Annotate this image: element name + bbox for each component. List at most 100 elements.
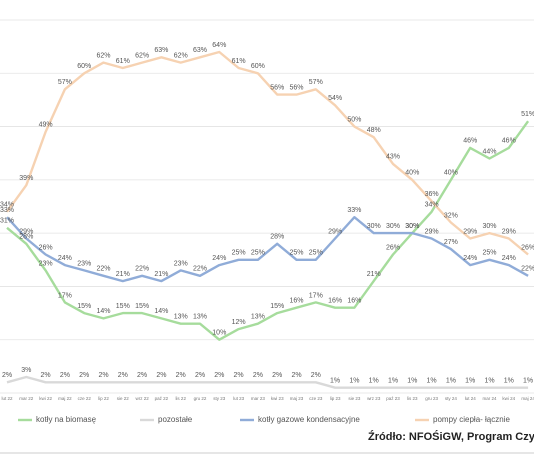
x-tick-label: lip 22: [98, 396, 109, 401]
data-label: 33%: [0, 207, 14, 214]
data-label: 48%: [367, 127, 381, 134]
data-label: 29%: [463, 228, 477, 235]
x-tick-label: paź 23: [386, 396, 400, 401]
x-tick-label: wrz 22: [135, 396, 149, 401]
data-label: 15%: [135, 303, 149, 310]
data-label: 23%: [77, 260, 91, 267]
data-label: 24%: [463, 255, 477, 262]
x-tick-label: wrz 23: [367, 396, 381, 401]
data-label: 60%: [251, 63, 265, 70]
data-label: 30%: [405, 223, 419, 230]
data-label: 26%: [521, 244, 534, 251]
data-label: 33%: [347, 207, 361, 214]
x-tick-label: gru 23: [425, 396, 438, 401]
data-label: 44%: [482, 148, 496, 155]
x-tick-label: lis 23: [407, 396, 418, 401]
data-label: 51%: [521, 111, 534, 118]
data-label: 22%: [135, 266, 149, 273]
data-label: 2%: [79, 372, 89, 379]
x-tick-label: sie 22: [117, 396, 130, 401]
data-label: 34%: [425, 202, 439, 209]
data-label: 2%: [234, 372, 244, 379]
data-label: 22%: [193, 266, 207, 273]
data-label: 1%: [504, 378, 514, 385]
data-label: 2%: [195, 372, 205, 379]
data-label: 21%: [116, 271, 130, 278]
x-tick-label: mar 22: [19, 396, 34, 401]
data-label: 2%: [156, 372, 166, 379]
data-label: 61%: [232, 58, 246, 65]
data-label: 1%: [407, 378, 417, 385]
data-label: 1%: [369, 378, 379, 385]
data-label: 2%: [98, 372, 108, 379]
data-label: 10%: [212, 330, 226, 337]
x-tick-label: lut 24: [465, 396, 477, 401]
data-label: 28%: [270, 234, 284, 241]
data-label: 29%: [19, 228, 33, 235]
data-label: 13%: [174, 314, 188, 321]
data-label: 43%: [386, 154, 400, 161]
data-label: 13%: [193, 314, 207, 321]
data-label: 46%: [463, 138, 477, 145]
data-label: 1%: [523, 378, 533, 385]
data-label: 36%: [425, 191, 439, 198]
source: Źródło: NFOŚiGW, Program Czyste: [368, 430, 534, 443]
data-label: 1%: [330, 378, 340, 385]
data-label: 62%: [96, 52, 110, 59]
legend-label: kotły gazowe kondensacyjne: [258, 415, 360, 424]
data-label: 30%: [482, 223, 496, 230]
data-label: 14%: [154, 308, 168, 315]
x-tick-label: mar 24: [482, 396, 497, 401]
data-label: 61%: [116, 58, 130, 65]
x-tick-label: lut 22: [1, 396, 13, 401]
grid: [0, 19, 534, 394]
x-tick-label: mar 23: [251, 396, 266, 401]
data-label: 17%: [58, 292, 72, 299]
data-label: 17%: [309, 292, 323, 299]
data-label: 32%: [444, 212, 458, 219]
data-label: 30%: [386, 223, 400, 230]
series-line: [6, 50, 529, 256]
data-label: 27%: [444, 239, 458, 246]
data-label: 31%: [0, 218, 14, 225]
data-label: 16%: [328, 298, 342, 305]
data-label: 25%: [309, 250, 323, 257]
data-label: 60%: [77, 63, 91, 70]
x-tick-label: kwi 24: [502, 396, 515, 401]
data-label: 3%: [21, 367, 31, 374]
series-line: [6, 216, 529, 283]
data-label: 15%: [77, 303, 91, 310]
x-tick-label: lip 23: [330, 396, 341, 401]
data-label: 1%: [427, 378, 437, 385]
data-label: 1%: [484, 378, 494, 385]
data-label: 56%: [270, 84, 284, 91]
data-label: 30%: [405, 223, 419, 230]
data-label: 30%: [367, 223, 381, 230]
labels: lut 22 mar 22 kwi 22 maj 22 cze 22 lip 22 sie …: [0, 42, 534, 401]
data-label: 24%: [58, 255, 72, 262]
x-tick-label: sty 24: [445, 396, 458, 401]
data-label: 28%: [19, 234, 33, 241]
data-label: 2%: [2, 372, 12, 379]
data-label: 2%: [176, 372, 186, 379]
data-label: 40%: [444, 170, 458, 177]
data-label: 22%: [521, 266, 534, 273]
data-label: 23%: [174, 260, 188, 267]
legend-label: pozostałe: [158, 415, 193, 424]
data-label: 29%: [328, 228, 342, 235]
data-label: 25%: [482, 250, 496, 257]
data-label: 29%: [502, 228, 516, 235]
x-tick-label: gru 22: [194, 396, 207, 401]
x-tick-label: kwi 22: [39, 396, 52, 401]
data-label: 24%: [212, 255, 226, 262]
data-label: 2%: [41, 372, 51, 379]
data-label: 13%: [251, 314, 265, 321]
x-tick-label: sty 23: [213, 396, 226, 401]
data-label: 62%: [135, 52, 149, 59]
data-label: 26%: [39, 244, 53, 251]
series-line: [6, 375, 529, 389]
data-label: 2%: [214, 372, 224, 379]
data-label: 21%: [367, 271, 381, 278]
